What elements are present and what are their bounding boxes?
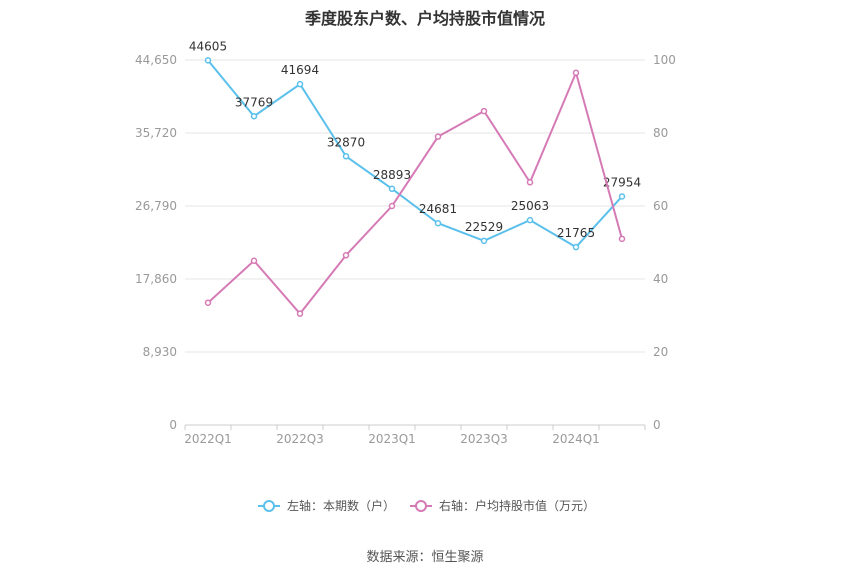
data-point: [204, 57, 212, 64]
left-axis-tick-label: 44,650: [135, 53, 177, 67]
data-point: [342, 153, 350, 160]
series-line-1: [207, 59, 623, 249]
data-point: [296, 80, 304, 88]
chart-title: 季度股东户数、户均持股市值情况: [304, 9, 545, 28]
right-axis-tick-label: 60: [653, 199, 668, 213]
data-source: 数据来源：恒生聚源: [366, 550, 484, 565]
data-label: 41694: [281, 63, 319, 77]
data-label: 24681: [419, 202, 457, 216]
data-label: 27954: [603, 175, 641, 189]
left-axis-tick-label: 0: [169, 418, 177, 432]
left-axis-tick-label: 26,790: [135, 199, 177, 213]
right-axis-tick-label: 0: [653, 418, 661, 432]
data-point: [480, 107, 488, 115]
left-axis-tick-label: 8,930: [143, 345, 177, 359]
x-axis-tick-label: 2022Q3: [276, 432, 324, 446]
data-point: [296, 310, 304, 317]
legend-swatch-marker: [263, 500, 275, 512]
data-point: [434, 133, 442, 140]
legend-label: 右轴：户均持股市值（万元）: [439, 498, 595, 513]
data-point: [434, 219, 442, 227]
left-axis-tick-label: 17,860: [135, 272, 177, 286]
legend-swatch-marker: [415, 500, 427, 512]
right-axis-tick-label: 20: [653, 345, 668, 359]
data-point: [618, 193, 626, 200]
x-axis-tick-label: 2024Q1: [552, 432, 600, 446]
data-label: 32870: [327, 135, 365, 149]
x-axis-tick-label: 2023Q3: [460, 432, 508, 446]
left-axis-tick-label: 35,720: [135, 126, 177, 140]
x-axis-tick-label: 2022Q1: [184, 432, 232, 446]
data-point: [342, 252, 350, 259]
right-axis-tick-label: 100: [653, 53, 676, 67]
right-axis-tick-label: 40: [653, 272, 668, 286]
data-point: [618, 235, 626, 243]
data-point: [572, 243, 580, 251]
data-point: [388, 185, 396, 193]
data-label: 28893: [373, 168, 411, 182]
legend-label: 左轴：本期数（户）: [287, 498, 395, 513]
data-point: [480, 237, 488, 245]
data-point: [250, 257, 258, 264]
x-axis-tick-label: 2023Q1: [368, 432, 416, 446]
data-label: 44605: [189, 39, 227, 53]
data-point: [204, 299, 212, 306]
data-label: 21765: [557, 226, 595, 240]
data-point: [572, 69, 580, 77]
data-label: 22529: [465, 220, 503, 234]
data-point: [526, 216, 534, 224]
right-axis-tick-label: 80: [653, 126, 668, 140]
data-label: 37769: [235, 95, 273, 109]
series-line-2: [207, 69, 623, 316]
data-point: [250, 113, 258, 120]
data-point: [526, 179, 534, 186]
data-label: 25063: [511, 199, 549, 213]
data-point: [388, 202, 396, 210]
